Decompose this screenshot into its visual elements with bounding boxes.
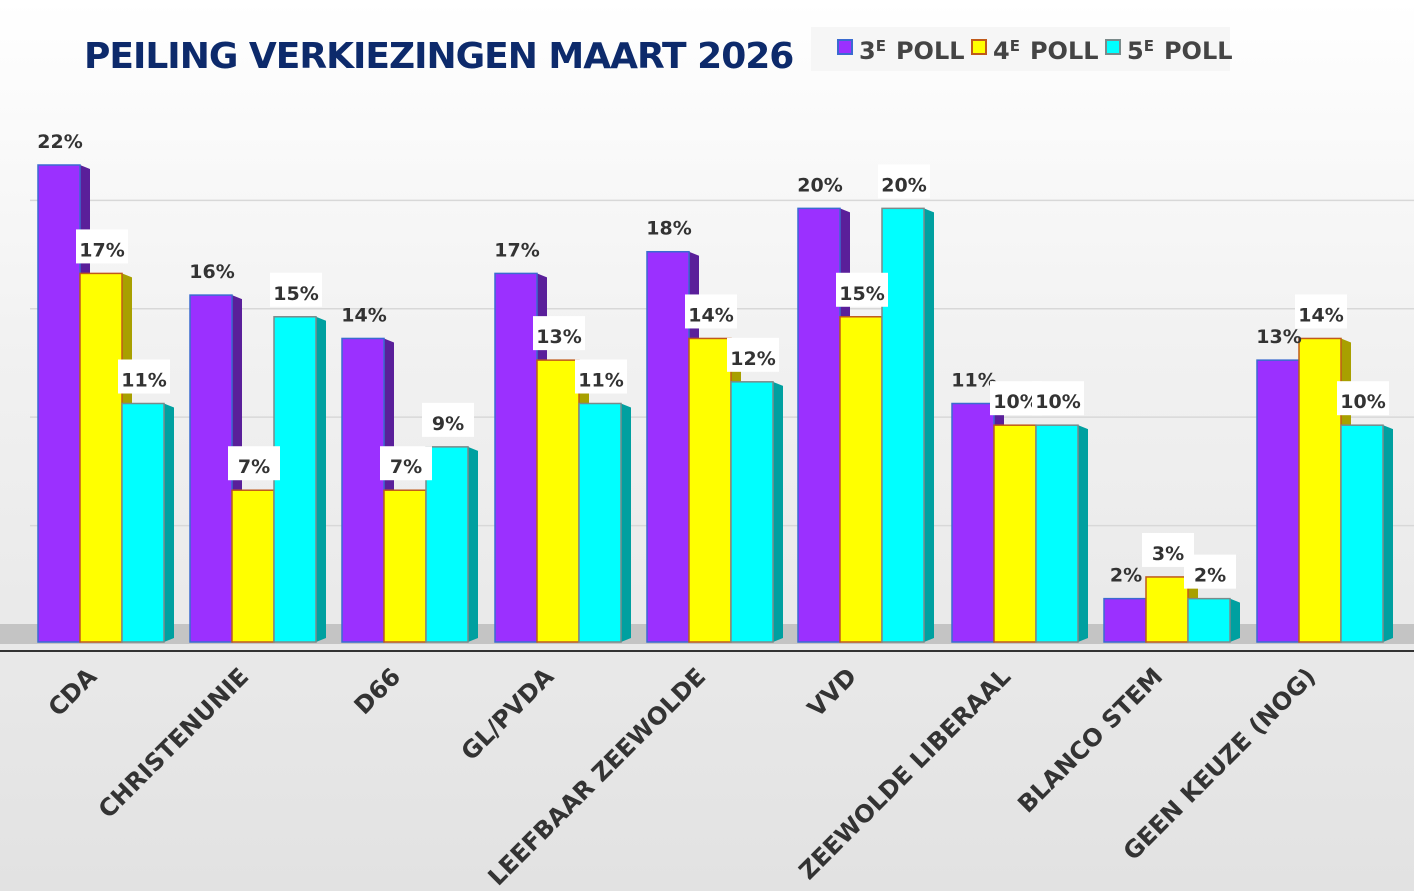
data-label: 2%	[1194, 565, 1226, 587]
data-label: 2%	[1110, 565, 1142, 587]
data-label: 18%	[646, 218, 691, 240]
bar-5e-poll	[1035, 424, 1079, 643]
data-label: 14%	[341, 304, 386, 326]
bar-4e-poll	[79, 272, 123, 643]
bar-side	[468, 446, 478, 642]
data-label: 3%	[1152, 543, 1184, 565]
data-label: 10%	[993, 391, 1038, 413]
category-label: D66	[349, 662, 407, 720]
bar-3e-poll	[494, 272, 538, 643]
legend-label: 3E POLL	[859, 37, 965, 65]
legend-swatch	[971, 39, 987, 55]
bar-5e-poll	[881, 207, 925, 643]
data-label: 13%	[536, 326, 581, 348]
bar-4e-poll	[1298, 337, 1342, 643]
bar-5e-poll	[730, 381, 774, 643]
data-label-box	[575, 359, 627, 394]
bar-3e-poll	[1103, 597, 1147, 643]
category-label: CHRISTENUNIE	[93, 662, 254, 823]
bar-3e-poll	[37, 164, 81, 643]
bar-4e-poll	[231, 489, 275, 643]
bar-side	[164, 403, 174, 642]
bar-side	[621, 403, 631, 642]
data-label-box	[727, 337, 779, 372]
data-label: 20%	[797, 174, 842, 196]
data-label-box	[270, 272, 322, 307]
category-label: BLANCO STEM	[1012, 662, 1168, 818]
bars	[37, 164, 1393, 643]
data-label: 22%	[37, 131, 82, 153]
bar-3e-poll	[189, 294, 233, 643]
bar-3e-poll	[646, 250, 690, 643]
bar-5e-poll	[121, 402, 165, 643]
legend-label: 4E POLL	[993, 37, 1099, 65]
data-label-box	[422, 402, 474, 437]
data-label: 13%	[1256, 326, 1301, 348]
data-label: 14%	[688, 304, 733, 326]
bar-3e-poll	[797, 207, 841, 643]
data-label-box	[1295, 294, 1347, 329]
data-label: 9%	[432, 413, 464, 435]
data-label: 11%	[951, 370, 996, 392]
data-label: 10%	[1340, 391, 1385, 413]
data-label: 20%	[881, 174, 926, 196]
data-label: 17%	[494, 239, 539, 261]
category-label: GL/PVDA	[456, 662, 560, 766]
category-label: VVD	[802, 662, 862, 722]
legend-swatch	[1105, 39, 1121, 55]
data-label-box	[380, 446, 432, 481]
legend-background	[811, 27, 1230, 71]
data-label-box	[878, 164, 930, 199]
bar-5e-poll	[1187, 597, 1231, 643]
data-label: 7%	[238, 456, 270, 478]
legend-swatch	[837, 39, 853, 55]
bar-4e-poll	[993, 424, 1037, 643]
bar-side	[1078, 425, 1088, 642]
data-label: 15%	[839, 283, 884, 305]
bar-5e-poll	[578, 402, 622, 643]
data-label: 14%	[1298, 304, 1343, 326]
bar-side	[924, 208, 934, 642]
data-label-box	[1184, 554, 1236, 589]
data-label: 16%	[189, 261, 234, 283]
legend: 3E POLL 4E POLL 5E POLL	[811, 27, 1233, 71]
data-label-box	[76, 229, 128, 264]
chart-title: PEILING VERKIEZINGEN MAART 2026	[84, 36, 793, 77]
bar-5e-poll	[273, 316, 317, 643]
bar-5e-poll	[425, 446, 469, 643]
data-label-box	[1337, 381, 1389, 416]
bar-4e-poll	[688, 337, 732, 643]
data-label-box	[1032, 381, 1084, 416]
bar-4e-poll	[383, 489, 427, 643]
data-label-box	[685, 294, 737, 329]
data-label-box	[533, 316, 585, 351]
bar-side	[1383, 425, 1393, 642]
bar-side	[316, 316, 326, 642]
legend-label: 5E POLL	[1127, 37, 1233, 65]
bar-4e-poll	[1145, 576, 1189, 643]
category-label: CDA	[43, 662, 103, 722]
bar-4e-poll	[536, 359, 580, 643]
data-label: 15%	[273, 283, 318, 305]
data-label-box	[118, 359, 170, 394]
bar-side	[773, 381, 783, 642]
bar-side	[1230, 598, 1240, 642]
data-label: 7%	[390, 456, 422, 478]
data-label: 17%	[79, 239, 124, 261]
data-label: 11%	[578, 370, 623, 392]
data-label: 11%	[121, 370, 166, 392]
data-label-box	[228, 446, 280, 481]
data-label-box	[836, 272, 888, 307]
bar-3e-poll	[1256, 359, 1300, 643]
bar-5e-poll	[1340, 424, 1384, 643]
bar-3e-poll	[341, 337, 385, 643]
data-labels: 22%17%11%16%7%15%14%7%9%17%13%11%18%14%1…	[37, 131, 1389, 589]
bar-4e-poll	[839, 316, 883, 643]
bar-3e-poll	[951, 402, 995, 643]
data-label: 10%	[1035, 391, 1080, 413]
data-label: 12%	[730, 348, 775, 370]
